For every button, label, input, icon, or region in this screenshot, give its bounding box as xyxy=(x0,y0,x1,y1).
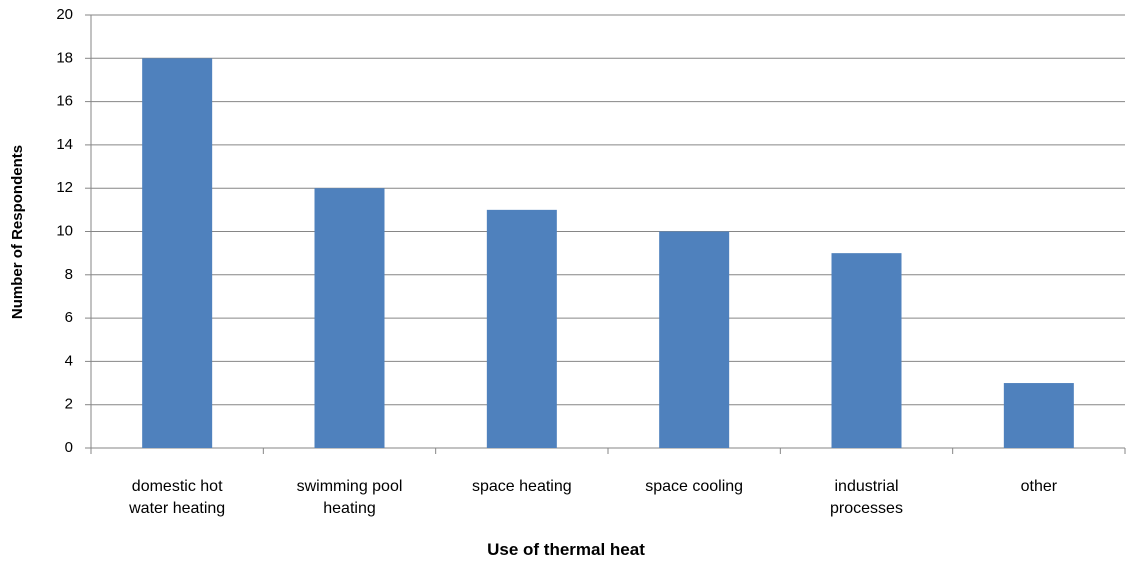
x-axis-title: Use of thermal heat xyxy=(487,540,645,559)
y-tick-label: 16 xyxy=(56,93,73,110)
y-tick-label: 18 xyxy=(56,49,73,66)
bar xyxy=(831,253,902,448)
bar xyxy=(142,58,213,449)
bar xyxy=(1003,383,1074,448)
y-tick-label: 6 xyxy=(65,309,73,326)
y-tick-label: 4 xyxy=(65,352,73,369)
y-tick-label: 20 xyxy=(56,6,73,23)
y-tick-label: 14 xyxy=(56,136,73,153)
bar xyxy=(314,188,385,448)
y-tick-label: 10 xyxy=(56,222,73,239)
x-tick-label: other xyxy=(1020,478,1058,495)
y-tick-label: 12 xyxy=(56,179,73,196)
bar xyxy=(486,209,557,448)
y-tick-label: 8 xyxy=(65,266,73,283)
x-tick-label: space heating xyxy=(472,478,572,495)
y-tick-label: 0 xyxy=(65,439,73,456)
x-tick-label: industrial processes xyxy=(830,478,903,517)
y-axis-title: Number of Respondents xyxy=(9,145,26,319)
x-tick-label: swimming pool heating xyxy=(296,478,403,517)
x-tick-label: domestic hot water heating xyxy=(129,478,226,517)
bar xyxy=(659,231,730,448)
x-tick-label: space cooling xyxy=(645,478,744,495)
y-tick-label: 2 xyxy=(65,396,73,413)
